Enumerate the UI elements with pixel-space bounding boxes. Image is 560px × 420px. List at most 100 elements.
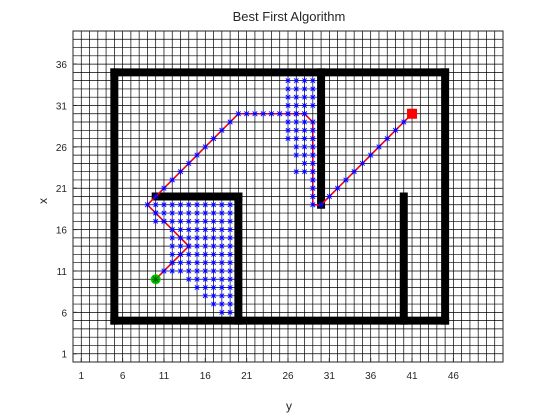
explored-node — [194, 251, 201, 258]
explored-node — [169, 251, 176, 258]
explored-node-stroke — [310, 102, 316, 108]
path-point-stroke — [293, 111, 299, 117]
explored-node-stroke — [194, 285, 200, 291]
explored-node — [218, 292, 225, 299]
path-point — [177, 168, 184, 175]
explored-node — [202, 218, 209, 225]
explored-node — [185, 201, 192, 208]
explored-node-stroke — [169, 210, 175, 216]
explored-node — [210, 234, 217, 241]
explored-node-stroke — [310, 94, 316, 100]
explored-node — [194, 267, 201, 274]
explored-node-stroke — [194, 276, 200, 282]
path-point-stroke — [161, 268, 167, 274]
explored-node — [309, 102, 316, 109]
explored-node-stroke — [293, 127, 299, 133]
explored-node-stroke — [302, 78, 308, 84]
path-point-stroke — [376, 144, 382, 150]
path-point — [243, 110, 250, 117]
explored-node — [210, 226, 217, 233]
explored-node-stroke — [227, 227, 233, 233]
explored-node — [210, 292, 217, 299]
explored-node — [202, 210, 209, 217]
path-point-stroke — [310, 144, 316, 150]
path-point — [367, 151, 374, 159]
explored-node — [218, 218, 225, 225]
explored-node — [194, 276, 201, 283]
path-point — [160, 185, 168, 192]
explored-node — [185, 234, 192, 241]
explored-node — [194, 259, 201, 266]
explored-node-stroke — [310, 86, 316, 92]
explored-node-stroke — [302, 160, 308, 166]
y-tick-label: 11 — [57, 267, 68, 278]
explored-node-stroke — [219, 251, 225, 257]
explored-node-stroke — [285, 86, 291, 92]
explored-node-stroke — [211, 260, 217, 266]
explored-node-stroke — [194, 243, 200, 249]
explored-node-stroke — [219, 243, 225, 249]
path-point-stroke — [177, 235, 184, 241]
explored-node — [218, 201, 225, 208]
path-point-stroke — [277, 111, 283, 117]
x-tick-label: 41 — [406, 371, 418, 382]
explored-node-stroke — [219, 276, 225, 282]
explored-node-stroke — [202, 227, 208, 233]
path-point — [160, 218, 168, 225]
path-point-stroke — [318, 202, 324, 208]
plot-area — [72, 30, 504, 363]
path-point — [350, 168, 358, 175]
path-point — [309, 193, 317, 200]
explored-node — [194, 218, 201, 225]
explored-node-stroke — [285, 94, 291, 100]
path-point-stroke — [177, 169, 184, 175]
explored-node-stroke — [153, 202, 159, 208]
path-point — [326, 193, 333, 200]
path-point — [276, 110, 283, 117]
path-point-stroke — [194, 152, 200, 158]
path-point-stroke — [235, 111, 242, 117]
explored-node — [293, 85, 300, 92]
explored-node — [293, 102, 300, 109]
path-point-stroke — [244, 111, 250, 117]
explored-node — [309, 77, 316, 84]
explored-node — [218, 267, 225, 274]
explored-node-stroke — [211, 210, 217, 216]
explored-node — [227, 259, 234, 266]
explored-node — [227, 292, 234, 299]
explored-node-stroke — [161, 210, 167, 216]
explored-node-stroke — [202, 276, 208, 282]
explored-node — [293, 168, 300, 175]
explored-node-stroke — [227, 218, 233, 224]
path-point-stroke — [301, 111, 308, 117]
explored-node-stroke — [227, 301, 233, 307]
explored-node — [185, 218, 192, 225]
path-point — [226, 118, 234, 126]
path-point-stroke — [384, 135, 390, 142]
explored-node — [301, 152, 308, 159]
explored-node — [218, 309, 225, 316]
explored-node-stroke — [302, 152, 308, 158]
explored-node — [210, 210, 217, 217]
explored-node-stroke — [211, 268, 217, 274]
explored-node — [301, 168, 308, 175]
explored-node — [210, 284, 217, 291]
chart-title: Best First Algorithm — [233, 9, 346, 24]
path-point-stroke — [169, 177, 175, 183]
explored-node — [285, 119, 291, 126]
explored-node-stroke — [227, 202, 233, 208]
explored-node-stroke — [219, 285, 225, 291]
path-point-stroke — [310, 177, 316, 183]
path-point-stroke — [219, 127, 225, 133]
explored-node-stroke — [211, 251, 217, 257]
x-tick-label: 46 — [448, 371, 460, 382]
path-point — [169, 259, 176, 266]
path-point — [202, 143, 209, 151]
y-tick-label: 26 — [56, 143, 68, 154]
explored-node — [185, 259, 192, 266]
explored-node-stroke — [202, 202, 208, 208]
path-point — [185, 242, 192, 250]
explored-node — [202, 243, 209, 250]
path-point — [309, 135, 317, 142]
